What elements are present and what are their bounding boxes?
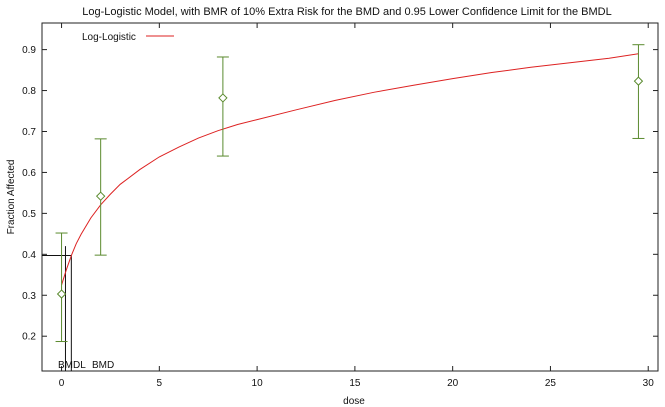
chart-title: Log-Logistic Model, with BMR of 10% Extr…	[82, 6, 611, 18]
diamond-marker	[219, 94, 227, 102]
x-axis-ticks: 0 5 10 15 20 25 30	[59, 23, 654, 389]
diamond-marker	[58, 290, 66, 298]
y-tick-label: 0.7	[22, 127, 36, 138]
legend: Log-Logistic	[82, 32, 174, 43]
y-axis-ticks: 0.2 0.3 0.4 0.5 0.6 0.7 0.8 0.9	[22, 45, 658, 343]
observed-points	[56, 45, 645, 342]
y-tick-label: 0.9	[22, 45, 36, 56]
x-tick-label: 0	[59, 378, 65, 389]
y-tick-label: 0.5	[22, 209, 36, 220]
x-tick-label: 25	[545, 378, 557, 389]
x-tick-label: 15	[349, 378, 361, 389]
y-axis-label: Fraction Affected	[6, 160, 17, 235]
bmd-label: BMD	[92, 360, 114, 371]
y-tick-label: 0.2	[22, 332, 36, 343]
plot-frame	[42, 23, 658, 371]
diamond-marker	[97, 192, 105, 200]
x-axis-label: dose	[343, 396, 365, 407]
y-tick-label: 0.4	[22, 250, 36, 261]
y-tick-label: 0.8	[22, 86, 36, 97]
x-tick-label: 30	[643, 378, 655, 389]
observation-point-3	[632, 45, 644, 139]
bmd-markers	[42, 246, 71, 371]
y-tick-label: 0.3	[22, 291, 36, 302]
observation-point-2	[217, 57, 229, 156]
diamond-marker	[634, 77, 642, 85]
y-tick-label: 0.6	[22, 168, 36, 179]
x-tick-label: 20	[447, 378, 459, 389]
x-tick-label: 5	[157, 378, 163, 389]
bmdl-label: BMDL	[58, 360, 86, 371]
log-logistic-curve	[62, 54, 639, 285]
observation-point-1	[95, 139, 107, 255]
legend-label: Log-Logistic	[82, 32, 136, 43]
x-tick-label: 10	[252, 378, 264, 389]
